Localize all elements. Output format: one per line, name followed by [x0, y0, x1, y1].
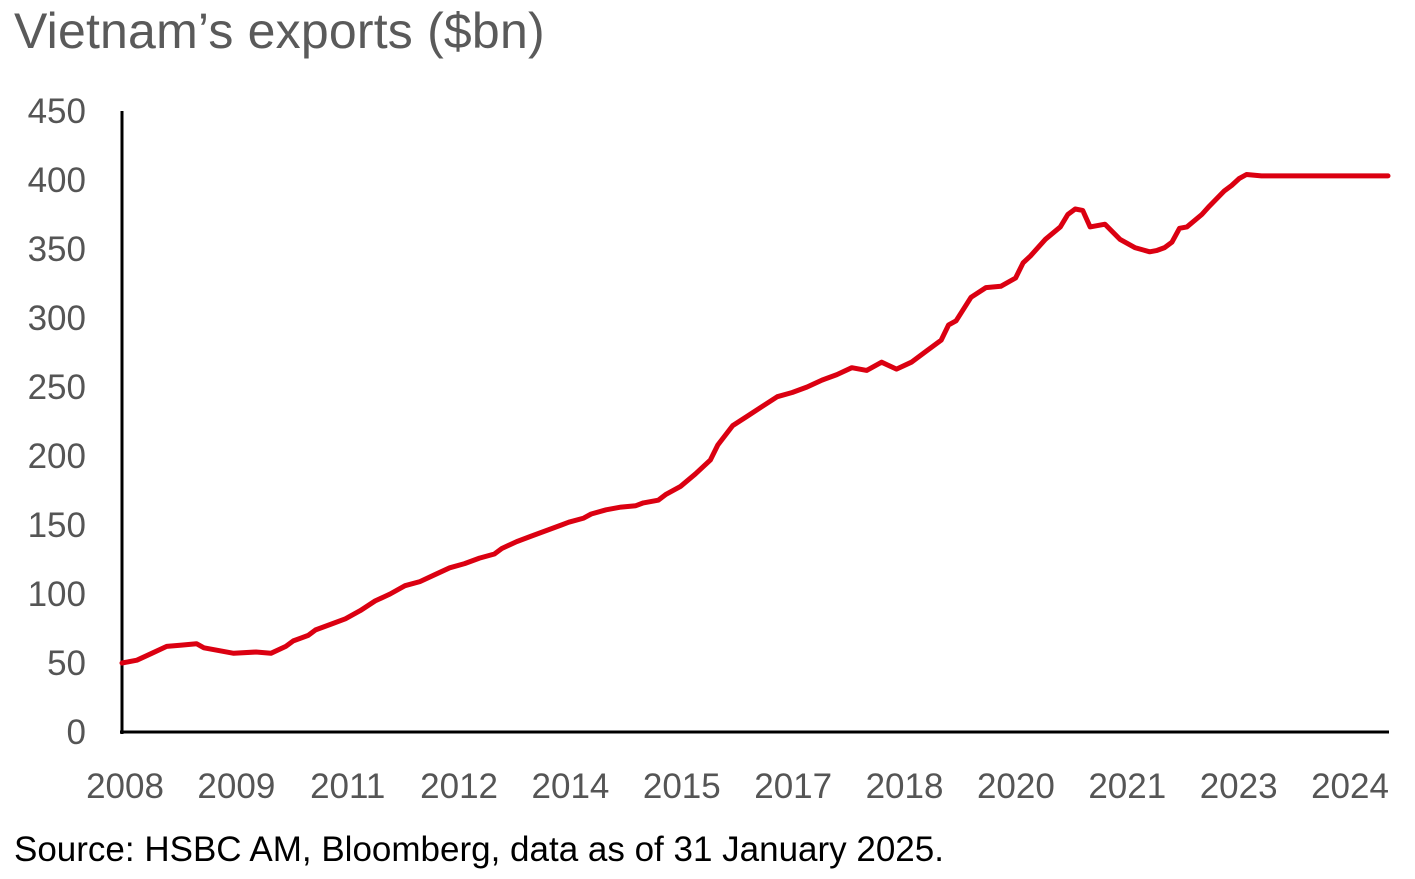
x-tick-label-2017: 2017 — [754, 767, 832, 806]
x-tick-label-2012: 2012 — [420, 767, 498, 806]
y-tick-label-350: 350 — [28, 230, 86, 269]
x-tick-label-2008: 2008 — [86, 767, 164, 806]
x-tick-label-2014: 2014 — [532, 767, 610, 806]
x-tick-label-2024: 2024 — [1311, 767, 1389, 806]
x-tick-label-2009: 2009 — [197, 767, 275, 806]
chart-title: Vietnam’s exports ($bn) — [14, 3, 545, 59]
x-tick-label-2020: 2020 — [977, 767, 1055, 806]
y-tick-label-400: 400 — [28, 161, 86, 200]
x-tick-label-2023: 2023 — [1200, 767, 1278, 806]
y-tick-label-250: 250 — [28, 368, 86, 407]
x-tick-labels: 2008 2009 2011 2012 2014 2015 2017 2018 2020 2021… — [86, 767, 1389, 806]
y-tick-label-300: 300 — [28, 299, 86, 338]
y-tick-label-50: 50 — [47, 644, 86, 683]
y-tick-label-100: 100 — [28, 575, 86, 614]
x-tick-label-2015: 2015 — [643, 767, 721, 806]
x-tick-label-2011: 2011 — [310, 767, 385, 806]
y-tick-label-450: 450 — [28, 92, 86, 131]
series-line-vietnam-exports — [119, 172, 1391, 666]
source-note: Source: HSBC AM, Bloomberg, data as of 3… — [14, 830, 944, 869]
y-tick-label-0: 0 — [67, 713, 86, 752]
y-tick-label-200: 200 — [28, 437, 86, 476]
x-tick-label-2021: 2021 — [1088, 767, 1166, 806]
y-tick-labels: 0 50 100 150 200 250 300 350 400 450 — [28, 92, 86, 752]
y-tick-label-150: 150 — [28, 506, 86, 545]
x-tick-label-2018: 2018 — [866, 767, 944, 806]
